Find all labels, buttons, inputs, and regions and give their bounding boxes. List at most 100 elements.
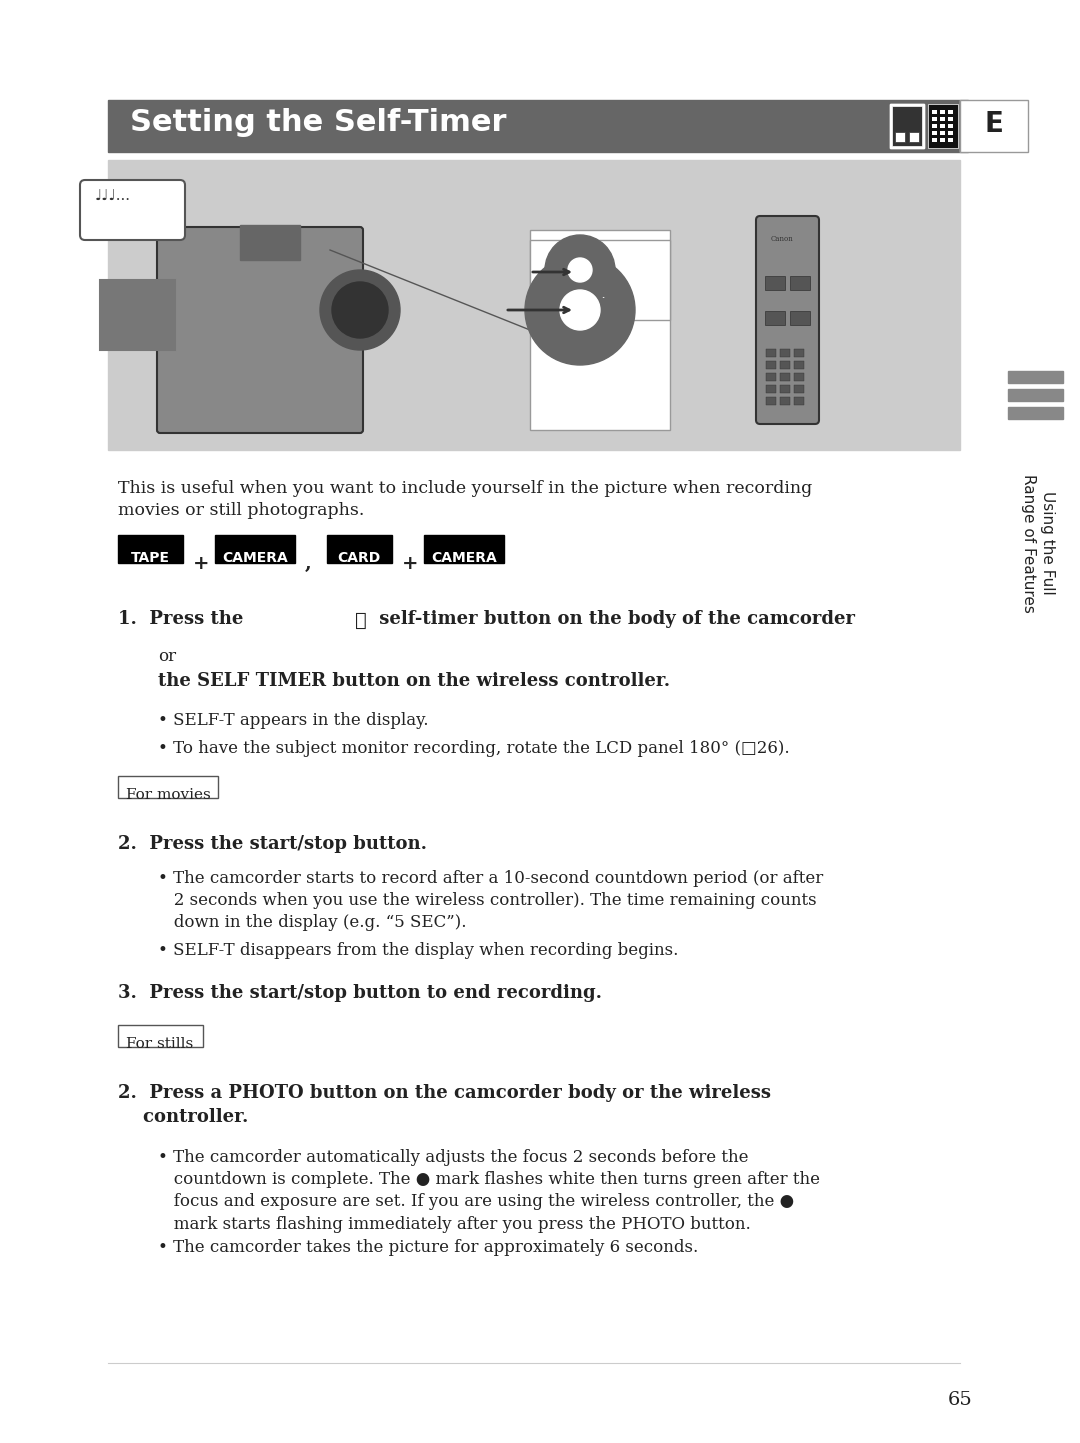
Bar [789, 276, 810, 290]
Bar [794, 349, 804, 356]
Text: OFF: OFF [572, 281, 588, 290]
Text: or: or [158, 648, 176, 665]
Circle shape [320, 270, 400, 351]
Text: Canon: Canon [771, 235, 794, 242]
Bar [100, 280, 175, 351]
Bar [948, 139, 953, 141]
Bar [928, 104, 958, 149]
Bar [780, 349, 789, 356]
Text: 65: 65 [947, 1391, 972, 1408]
Bar [932, 110, 937, 114]
Text: ,: , [305, 556, 312, 573]
Bar [892, 105, 922, 146]
Bar [948, 110, 953, 114]
Text: CARD: CARD [337, 551, 380, 566]
Text: • The camcorder automatically adjusts the focus 2 seconds before the
   countdow: • The camcorder automatically adjusts th… [158, 1149, 820, 1232]
Bar [932, 124, 937, 128]
Bar [766, 349, 777, 356]
Bar [948, 124, 953, 128]
Bar [1008, 390, 1063, 401]
Text: Using the Full
Range of Features: Using the Full Range of Features [1022, 473, 1055, 612]
Bar [766, 372, 777, 381]
FancyBboxPatch shape [80, 180, 185, 240]
Bar [766, 385, 777, 392]
Bar [909, 131, 919, 141]
Text: PLAYBACK: PLAYBACK [562, 291, 606, 300]
Bar [1008, 371, 1063, 382]
Bar [794, 385, 804, 392]
Bar [530, 240, 670, 320]
Bar [940, 139, 945, 141]
Bar [424, 535, 504, 563]
Bar [890, 104, 924, 149]
Circle shape [332, 281, 388, 338]
Text: • SELF-T appears in the display.: • SELF-T appears in the display. [158, 711, 429, 729]
Text: 2.  Press a PHOTO button on the camcorder body or the wireless
    controller.: 2. Press a PHOTO button on the camcorder… [118, 1084, 771, 1126]
Bar [932, 117, 937, 121]
Text: CAMERA: CAMERA [431, 551, 497, 566]
Bar [118, 1025, 203, 1048]
Bar [530, 229, 670, 430]
Bar [892, 105, 922, 146]
Text: Setting the Self-Timer: Setting the Self-Timer [130, 108, 507, 137]
Text: CAMERA: CAMERA [568, 270, 604, 278]
Bar [960, 100, 1028, 152]
Text: This is useful when you want to include yourself in the picture when recording
m: This is useful when you want to include … [118, 481, 812, 519]
Text: the SELF TIMER button on the wireless controller.: the SELF TIMER button on the wireless co… [158, 672, 670, 690]
Text: CAMERA: CAMERA [222, 551, 288, 566]
Bar [1008, 407, 1063, 418]
FancyBboxPatch shape [157, 227, 363, 433]
Text: For stills: For stills [126, 1038, 193, 1051]
Bar [932, 139, 937, 141]
Bar [108, 100, 968, 152]
Bar [780, 397, 789, 405]
Bar [940, 124, 945, 128]
Bar [948, 131, 953, 136]
Text: 1.  Press the: 1. Press the [118, 610, 249, 628]
Bar [789, 312, 810, 325]
Bar [118, 776, 218, 798]
Text: ⏲: ⏲ [355, 610, 367, 631]
Bar [780, 361, 789, 369]
Text: ♩♩♩...: ♩♩♩... [95, 190, 131, 203]
Text: • To have the subject monitor recording, rotate the LCD panel 180° (□26).: • To have the subject monitor recording,… [158, 740, 789, 758]
Text: E: E [985, 110, 1003, 139]
Circle shape [545, 235, 615, 304]
Bar [890, 104, 924, 149]
Bar [108, 160, 960, 450]
Text: For movies: For movies [126, 788, 211, 802]
Bar [794, 397, 804, 405]
Bar [794, 361, 804, 369]
Text: • SELF-T disappears from the display when recording begins.: • SELF-T disappears from the display whe… [158, 942, 678, 960]
Bar [948, 117, 953, 121]
Bar [780, 372, 789, 381]
Bar [766, 397, 777, 405]
Bar [895, 131, 905, 141]
Circle shape [525, 255, 635, 365]
Text: • The camcorder starts to record after a 10-second countdown period (or after
  : • The camcorder starts to record after a… [158, 870, 823, 931]
Text: +: + [193, 556, 210, 573]
Bar [215, 535, 295, 563]
Text: TAPE: TAPE [131, 551, 170, 566]
Text: 3.  Press the start/stop button to end recording.: 3. Press the start/stop button to end re… [118, 984, 602, 1001]
Bar [765, 276, 785, 290]
Bar [940, 131, 945, 136]
Text: self-timer button on the body of the camcorder: self-timer button on the body of the cam… [373, 610, 855, 628]
Bar [794, 372, 804, 381]
Bar [327, 535, 392, 563]
FancyBboxPatch shape [756, 216, 819, 424]
Bar [960, 100, 1028, 152]
Bar [118, 535, 183, 563]
Circle shape [561, 290, 600, 330]
Text: 2.  Press the start/stop button.: 2. Press the start/stop button. [118, 835, 427, 853]
Text: • The camcorder takes the picture for approximately 6 seconds.: • The camcorder takes the picture for ap… [158, 1240, 699, 1255]
Bar [780, 385, 789, 392]
Bar [932, 131, 937, 136]
Bar [766, 361, 777, 369]
Bar [940, 117, 945, 121]
Bar [240, 225, 300, 260]
Text: +: + [402, 556, 419, 573]
Circle shape [568, 258, 592, 281]
Bar [765, 312, 785, 325]
Bar [940, 110, 945, 114]
